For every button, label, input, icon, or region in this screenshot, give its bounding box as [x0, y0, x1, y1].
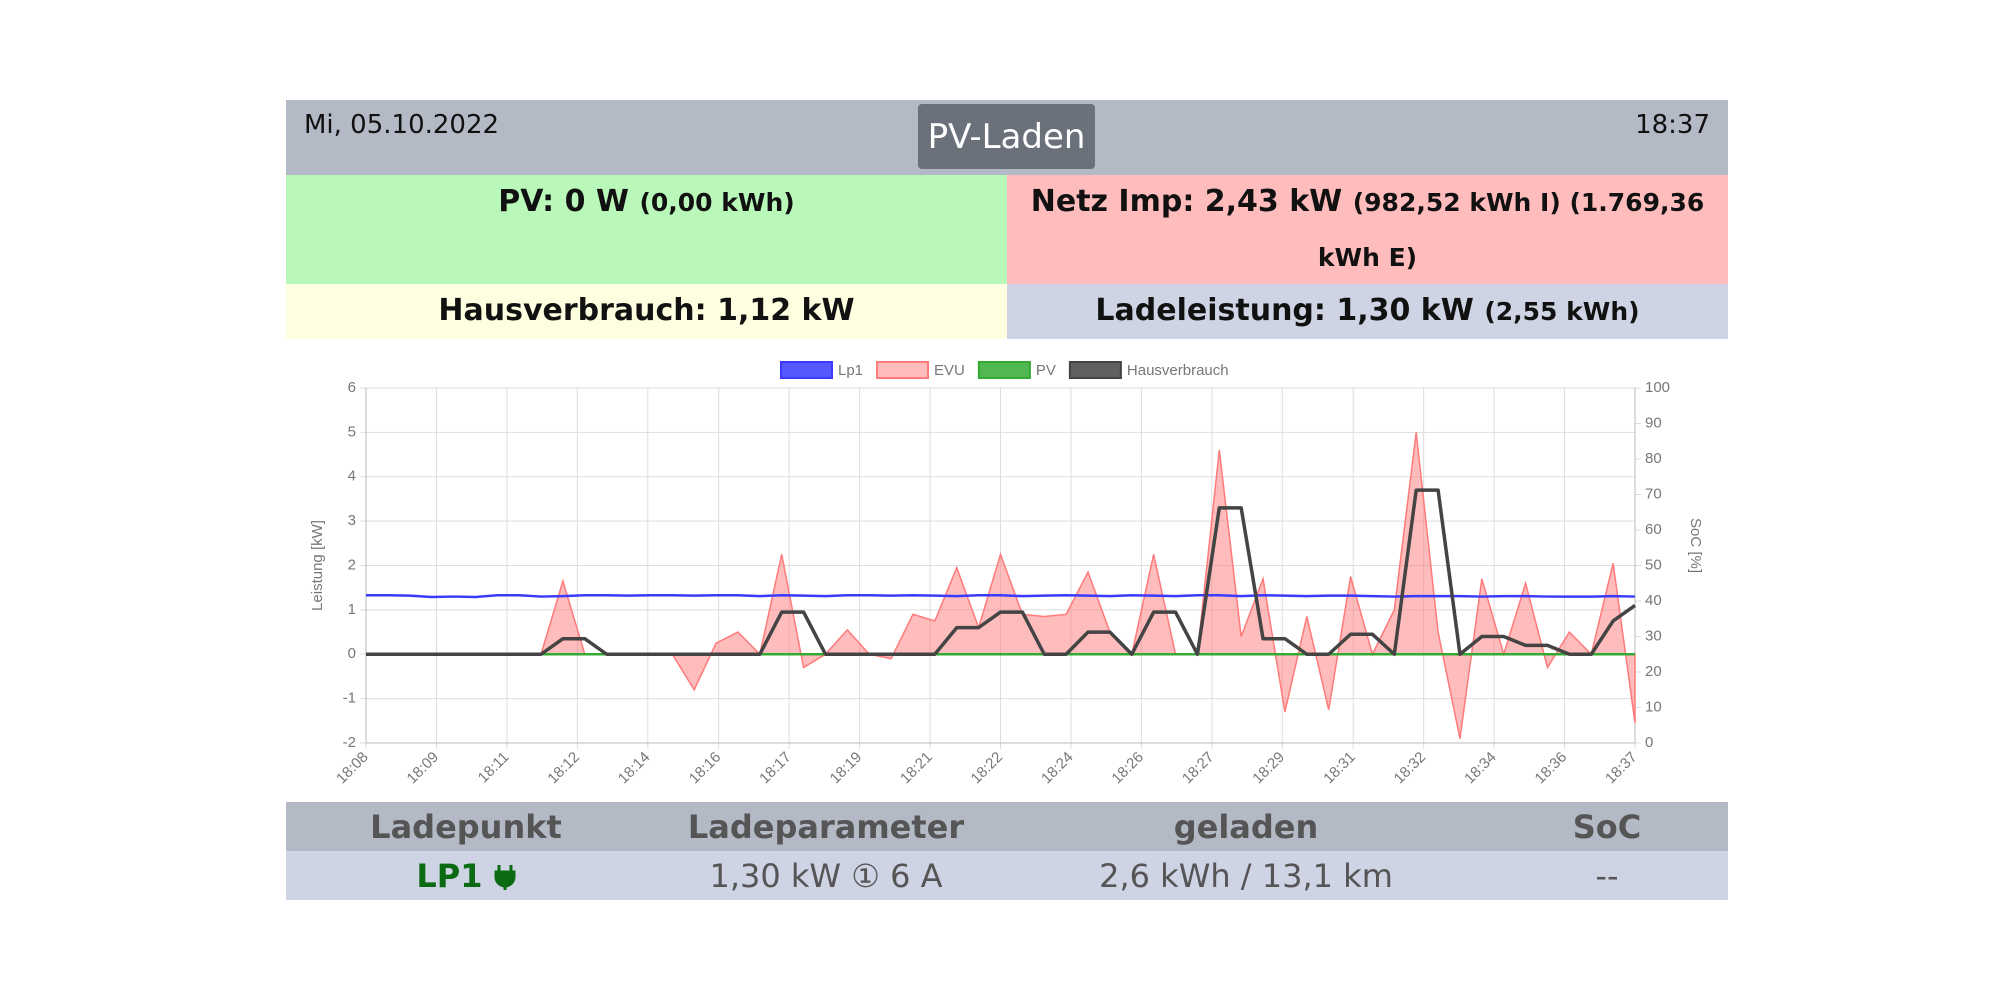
y2-tick-label: 10	[1645, 698, 1662, 715]
y2-tick-label: 50	[1645, 556, 1662, 573]
y-tick-label: 4	[348, 468, 356, 485]
pv-tile: PV: 0 W (0,00 kWh)	[286, 175, 1007, 284]
legend-swatch	[876, 361, 930, 379]
grid-tile: Netz Imp: 2,43 kW (982,52 kWh I) (1.769,…	[1007, 175, 1728, 284]
y2-tick-label: 40	[1645, 592, 1662, 609]
y2-tick-label: 100	[1645, 379, 1670, 396]
charge-power: Ladeleistung: 1,30 kW	[1095, 293, 1474, 328]
y-tick-label: -2	[343, 734, 356, 751]
y2-tick-label: 80	[1645, 450, 1662, 467]
column-header: Ladeparameter	[687, 807, 965, 846]
x-tick-label: 18:09	[404, 749, 443, 788]
legend-label: PV	[1036, 362, 1056, 379]
mode-button[interactable]: PV-Laden	[918, 104, 1095, 169]
charge-table: Ladepunkt Ladeparameter geladen SoC LP1 …	[286, 802, 1728, 900]
legend-swatch	[1068, 361, 1122, 379]
line	[366, 593, 1636, 599]
y-tick-label: -1	[343, 690, 356, 707]
y2-tick-label: 60	[1645, 521, 1662, 538]
legend-swatch	[780, 361, 833, 379]
x-tick-label: 18:34	[1461, 749, 1500, 788]
charge-point-cell[interactable]: LP1	[286, 857, 646, 895]
x-tick-label: 18:22	[968, 749, 1007, 788]
column-header: SoC	[1572, 807, 1642, 846]
x-tick-label: 18:36	[1532, 749, 1571, 788]
house-tile: Hausverbrauch: 1,12 kW	[286, 284, 1007, 339]
x-tick-label: 18:32	[1391, 749, 1430, 788]
y2-tick-label: 20	[1645, 663, 1662, 680]
y-tick-label: 1	[348, 601, 356, 618]
column-header: Ladepunkt	[370, 807, 562, 846]
x-tick-label: 18:12	[544, 749, 583, 788]
grid-power: Netz Imp: 2,43 kW	[1030, 184, 1343, 219]
charge-point: LP1	[416, 856, 483, 895]
x-tick-label: 18:37	[1602, 749, 1641, 788]
legend-label: EVU	[934, 362, 965, 379]
x-tick-label: 18:24	[1038, 749, 1077, 788]
legend-swatch	[977, 361, 1031, 379]
date: Mi, 05.10.2022	[304, 110, 500, 140]
y-tick-label: 2	[348, 556, 356, 573]
x-tick-label: 18:16	[686, 749, 725, 788]
y-tick-label: 3	[348, 512, 356, 529]
grid-energy: (982,52 kWh I) (1.769,36 kWh E)	[1317, 188, 1705, 272]
y-tick-label: 5	[348, 423, 356, 440]
y-tick-label: 0	[348, 645, 356, 662]
charge-energy: (2,55 kWh)	[1484, 297, 1640, 326]
header-bar: Mi, 05.10.2022 PV-Laden 18:37	[286, 100, 1728, 175]
charged: 2,6 kWh / 13,1 km	[1099, 856, 1393, 895]
y2-tick-label: 70	[1645, 485, 1662, 502]
house-power: Hausverbrauch: 1,12 kW	[438, 293, 855, 328]
table-header: Ladepunkt Ladeparameter geladen SoC	[286, 802, 1728, 851]
x-tick-label: 18:31	[1320, 749, 1359, 788]
pv-power: PV: 0 W	[498, 184, 629, 219]
x-tick-label: 18:11	[475, 749, 513, 787]
x-tick-label: 18:21	[897, 749, 936, 788]
line	[366, 488, 1637, 656]
y2-tick-label: 0	[1645, 734, 1653, 751]
x-tick-label: 18:27	[1179, 749, 1218, 788]
legend-label: Hausverbrauch	[1127, 362, 1229, 379]
charge-tile: Ladeleistung: 1,30 kW (2,55 kWh)	[1007, 284, 1728, 339]
y-tick-label: 6	[348, 379, 356, 396]
x-tick-label: 18:26	[1108, 749, 1147, 788]
y-axis-title: Leistung [kW]	[309, 520, 326, 611]
time: 18:37	[1635, 110, 1710, 140]
x-tick-label: 18:17	[756, 749, 795, 788]
legend-label: Lp1	[838, 362, 863, 379]
soc: --	[1595, 856, 1619, 895]
column-header: geladen	[1173, 807, 1319, 846]
plug-icon	[494, 864, 516, 890]
charge-params: 1,30 kW ① 6 A	[709, 856, 943, 895]
x-tick-label: 18:14	[615, 749, 654, 788]
table-row: LP1 1,30 kW ① 6 A 2,6 kWh / 13,1 km --	[286, 851, 1728, 900]
x-tick-label: 18:29	[1249, 749, 1288, 788]
x-tick-label: 18:19	[827, 749, 866, 788]
y2-tick-label: 30	[1645, 627, 1662, 644]
x-tick-label: 18:08	[333, 749, 372, 788]
pv-energy: (0,00 kWh)	[639, 188, 795, 217]
y2-tick-label: 90	[1645, 414, 1662, 431]
y2-axis-title: SoC [%]	[1687, 518, 1704, 573]
